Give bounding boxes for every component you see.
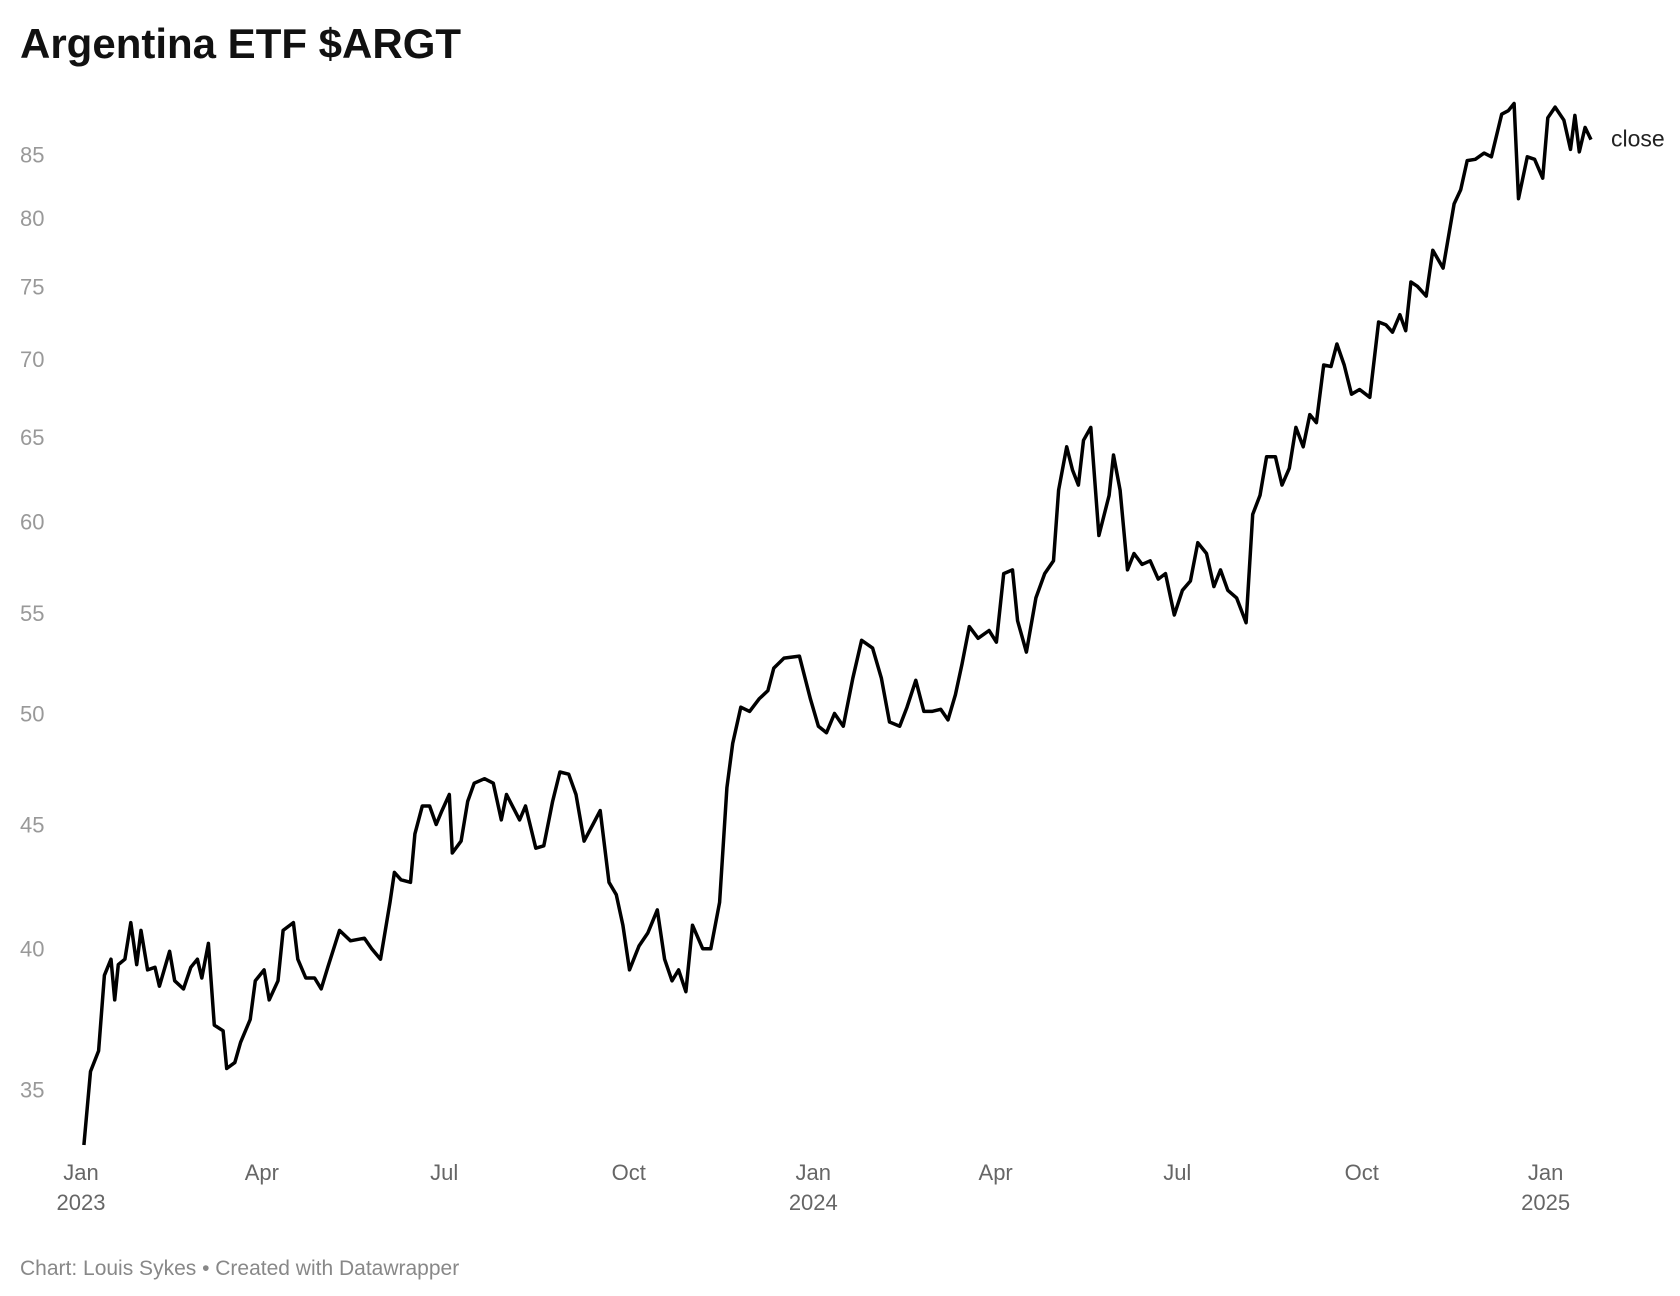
x-tick-label: Apr — [979, 1160, 1013, 1185]
y-tick-label: 65 — [20, 425, 44, 450]
x-tick-label-line: Jan — [1528, 1160, 1563, 1185]
x-tick-label: Jan 2023 — [57, 1160, 106, 1215]
y-tick-label: 60 — [20, 509, 44, 534]
chart-source: Chart: Louis Sykes • Created with Datawr… — [20, 1257, 459, 1280]
x-tick-label-line: 2024 — [789, 1190, 838, 1215]
x-tick-label: Jan 2024 — [789, 1160, 838, 1215]
series-label: close — [1611, 126, 1665, 152]
x-tick-label-line: Apr — [245, 1160, 279, 1185]
x-tick-label-line: Jan — [796, 1160, 831, 1185]
y-tick-label: 85 — [20, 142, 44, 167]
x-tick-label: Apr — [245, 1160, 279, 1185]
chart-title: Argentina ETF $ARGT — [20, 20, 461, 67]
x-tick-label-line: Oct — [612, 1160, 646, 1185]
y-tick-label: 50 — [20, 702, 44, 727]
x-tick-label-line: Jul — [430, 1160, 458, 1185]
y-tick-label: 40 — [20, 937, 44, 962]
x-tick-label: Jul — [1163, 1160, 1191, 1185]
x-tick-label-line: Oct — [1345, 1160, 1379, 1185]
x-tick-label-line: Jul — [1163, 1160, 1191, 1185]
x-tick-label: Oct — [1345, 1160, 1379, 1185]
y-tick-label: 75 — [20, 274, 44, 299]
x-tick-label-line: 2025 — [1521, 1190, 1570, 1215]
x-tick-label: Jan 2025 — [1521, 1160, 1570, 1215]
y-tick-label: 45 — [20, 813, 44, 838]
x-tick-label-line: 2023 — [57, 1190, 106, 1215]
y-tick-label: 70 — [20, 347, 44, 372]
y-tick-label: 55 — [20, 601, 44, 626]
x-tick-label: Oct — [612, 1160, 646, 1185]
price-line — [82, 101, 1593, 1146]
x-tick-label-line: Jan — [63, 1160, 98, 1185]
x-tick-label-line: Apr — [979, 1160, 1013, 1185]
y-tick-label: 35 — [20, 1077, 44, 1102]
y-tick-label: 80 — [20, 206, 44, 231]
x-tick-label: Jul — [430, 1160, 458, 1185]
